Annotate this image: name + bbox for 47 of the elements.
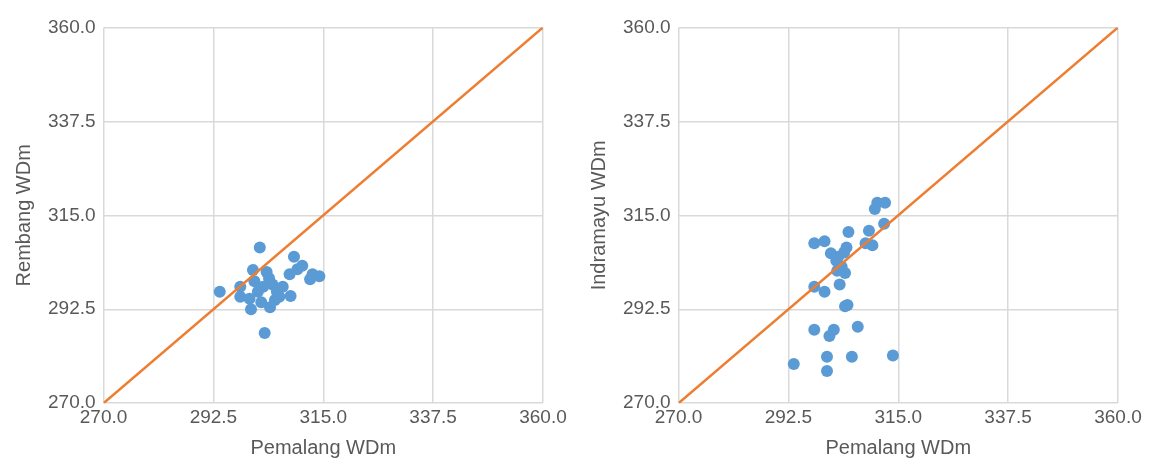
point (845, 350, 858, 363)
y-tick-label: 292.5 (48, 297, 96, 319)
point (886, 349, 899, 362)
point (264, 301, 277, 314)
x-tick-label: 315.0 (874, 405, 923, 427)
point (255, 296, 268, 309)
y-tick-label: 337.5 (48, 109, 96, 131)
point (787, 357, 800, 370)
y-tick-label: 315.0 (623, 203, 671, 225)
x-tick-label: 337.5 (409, 405, 457, 427)
point (245, 303, 258, 316)
point (862, 224, 875, 237)
y-axis-title: Rembang WDm (11, 144, 34, 287)
x-axis-title: Pemalang WDm (825, 435, 972, 458)
x-tick-label: 337.5 (984, 405, 1032, 427)
point (284, 289, 297, 302)
point (243, 292, 256, 305)
point (827, 323, 840, 336)
point (258, 327, 271, 340)
point (833, 278, 846, 291)
y-tick-label: 315.0 (48, 203, 96, 225)
point (818, 285, 831, 298)
point (820, 365, 833, 378)
point (851, 320, 864, 333)
point (866, 239, 879, 252)
y-tick-label: 292.5 (623, 297, 671, 319)
x-tick-label: 292.5 (189, 405, 238, 427)
y-tick-label: 360.0 (48, 15, 96, 37)
x-axis-title: Pemalang WDm (250, 435, 397, 458)
point (287, 250, 300, 263)
x-tick-label: 360.0 (519, 405, 567, 427)
x-tick-label: 292.5 (764, 405, 813, 427)
y-tick-label: 337.5 (623, 109, 671, 131)
point (839, 266, 852, 279)
point (213, 285, 226, 298)
y-tick-label: 360.0 (623, 15, 671, 37)
point (820, 350, 833, 363)
point (808, 323, 821, 336)
x-tick-label: 360.0 (1094, 405, 1142, 427)
y-axis-title: Indramayu WDm (586, 140, 609, 291)
point (818, 235, 831, 248)
point (296, 259, 309, 272)
x-tick-label: 315.0 (299, 405, 348, 427)
point (840, 241, 853, 254)
point (808, 237, 821, 250)
point (842, 226, 855, 238)
point (253, 241, 266, 254)
